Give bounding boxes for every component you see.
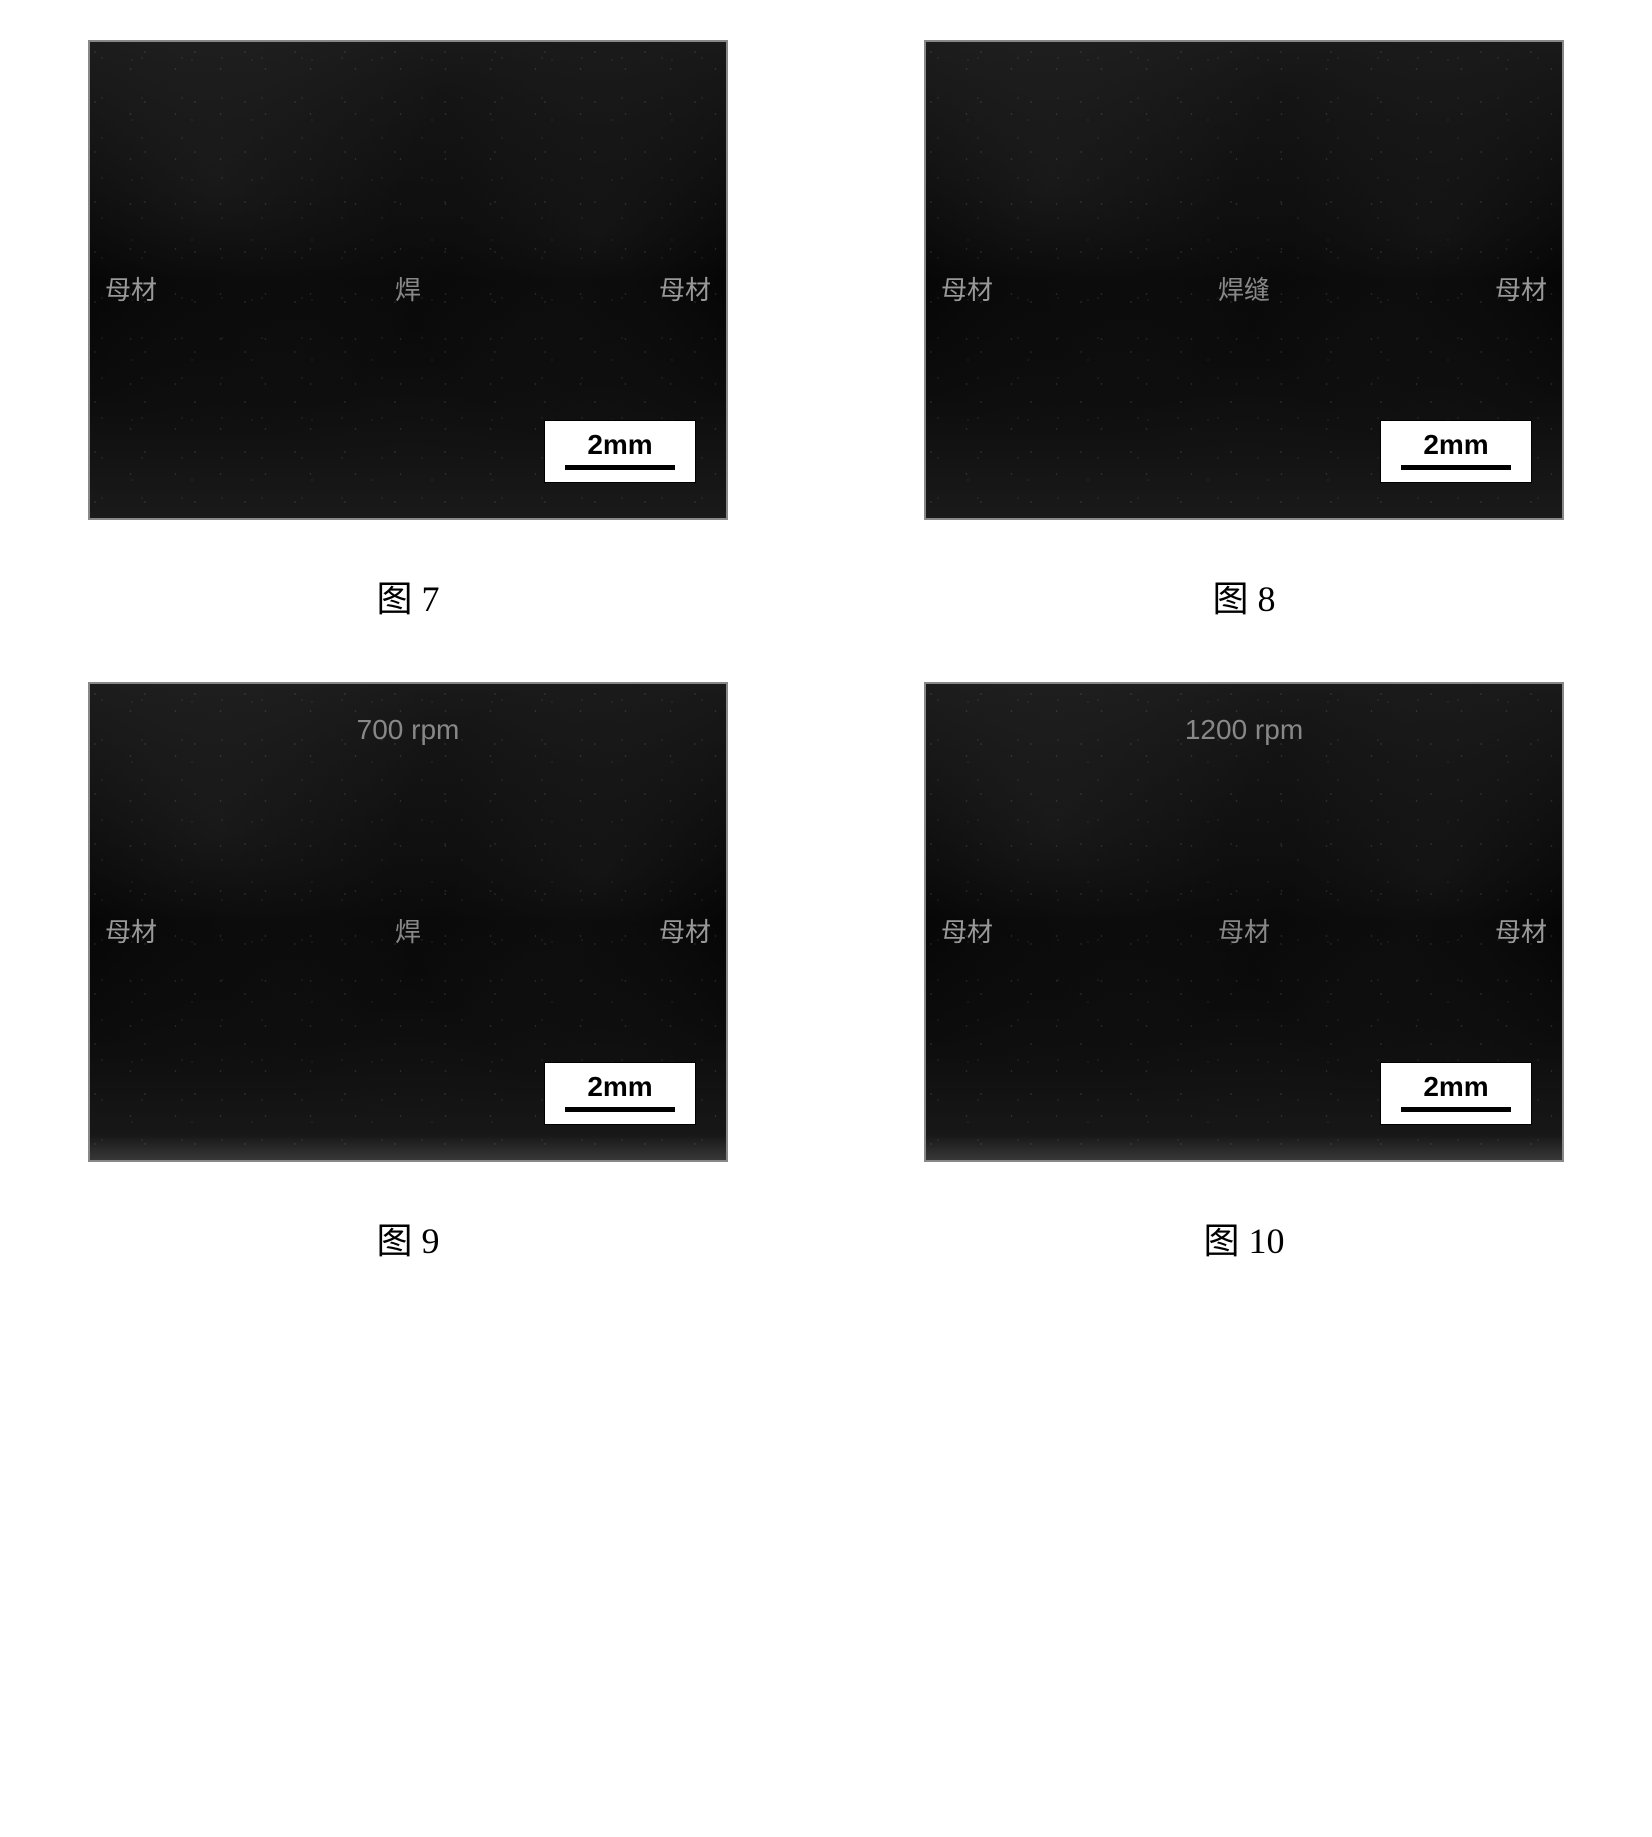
figure-caption: 图 7 (376, 570, 439, 622)
figure-9-container: 700 rpm 母材 焊 母材 2mm 图 9 (40, 682, 776, 1264)
scale-bar: 2mm (1380, 420, 1532, 483)
scale-line (565, 465, 675, 470)
scale-line (1401, 1107, 1511, 1112)
center-region-label: 母材 (1218, 912, 1270, 949)
scale-text: 2mm (565, 1071, 675, 1103)
rpm-label: 1200 rpm (1185, 714, 1303, 746)
left-region-label: 母材 (941, 270, 993, 307)
figure-caption: 图 8 (1212, 570, 1275, 622)
figure-10-container: 1200 rpm 母材 母材 母材 2mm 图 10 (876, 682, 1612, 1264)
center-region-label: 焊 (395, 912, 421, 949)
scale-text: 2mm (565, 429, 675, 461)
left-region-label: 母材 (105, 912, 157, 949)
left-region-label: 母材 (105, 270, 157, 307)
right-region-label: 母材 (1495, 270, 1547, 307)
left-region-label: 母材 (941, 912, 993, 949)
scale-text: 2mm (1401, 1071, 1511, 1103)
figure-9-image: 700 rpm 母材 焊 母材 2mm (88, 682, 728, 1162)
center-region-label: 焊 (395, 270, 421, 307)
figure-10-image: 1200 rpm 母材 母材 母材 2mm (924, 682, 1564, 1162)
scale-bar: 2mm (544, 420, 696, 483)
figure-grid: 母材 焊 母材 2mm 图 7 母材 焊缝 母材 2mm 图 8 (40, 40, 1612, 1264)
figure-7-image: 母材 焊 母材 2mm (88, 40, 728, 520)
figure-7-container: 母材 焊 母材 2mm 图 7 (40, 40, 776, 622)
figure-8-image: 母材 焊缝 母材 2mm (924, 40, 1564, 520)
figure-caption: 图 9 (376, 1212, 439, 1264)
figure-caption: 图 10 (1203, 1212, 1284, 1264)
right-region-label: 母材 (659, 270, 711, 307)
center-region-label: 焊缝 (1218, 270, 1270, 307)
bottom-gradient (926, 1135, 1562, 1160)
scale-text: 2mm (1401, 429, 1511, 461)
scale-line (565, 1107, 675, 1112)
scale-line (1401, 465, 1511, 470)
bottom-gradient (90, 1135, 726, 1160)
scale-bar: 2mm (1380, 1062, 1532, 1125)
right-region-label: 母材 (1495, 912, 1547, 949)
scale-bar: 2mm (544, 1062, 696, 1125)
figure-8-container: 母材 焊缝 母材 2mm 图 8 (876, 40, 1612, 622)
right-region-label: 母材 (659, 912, 711, 949)
rpm-label: 700 rpm (357, 714, 460, 746)
